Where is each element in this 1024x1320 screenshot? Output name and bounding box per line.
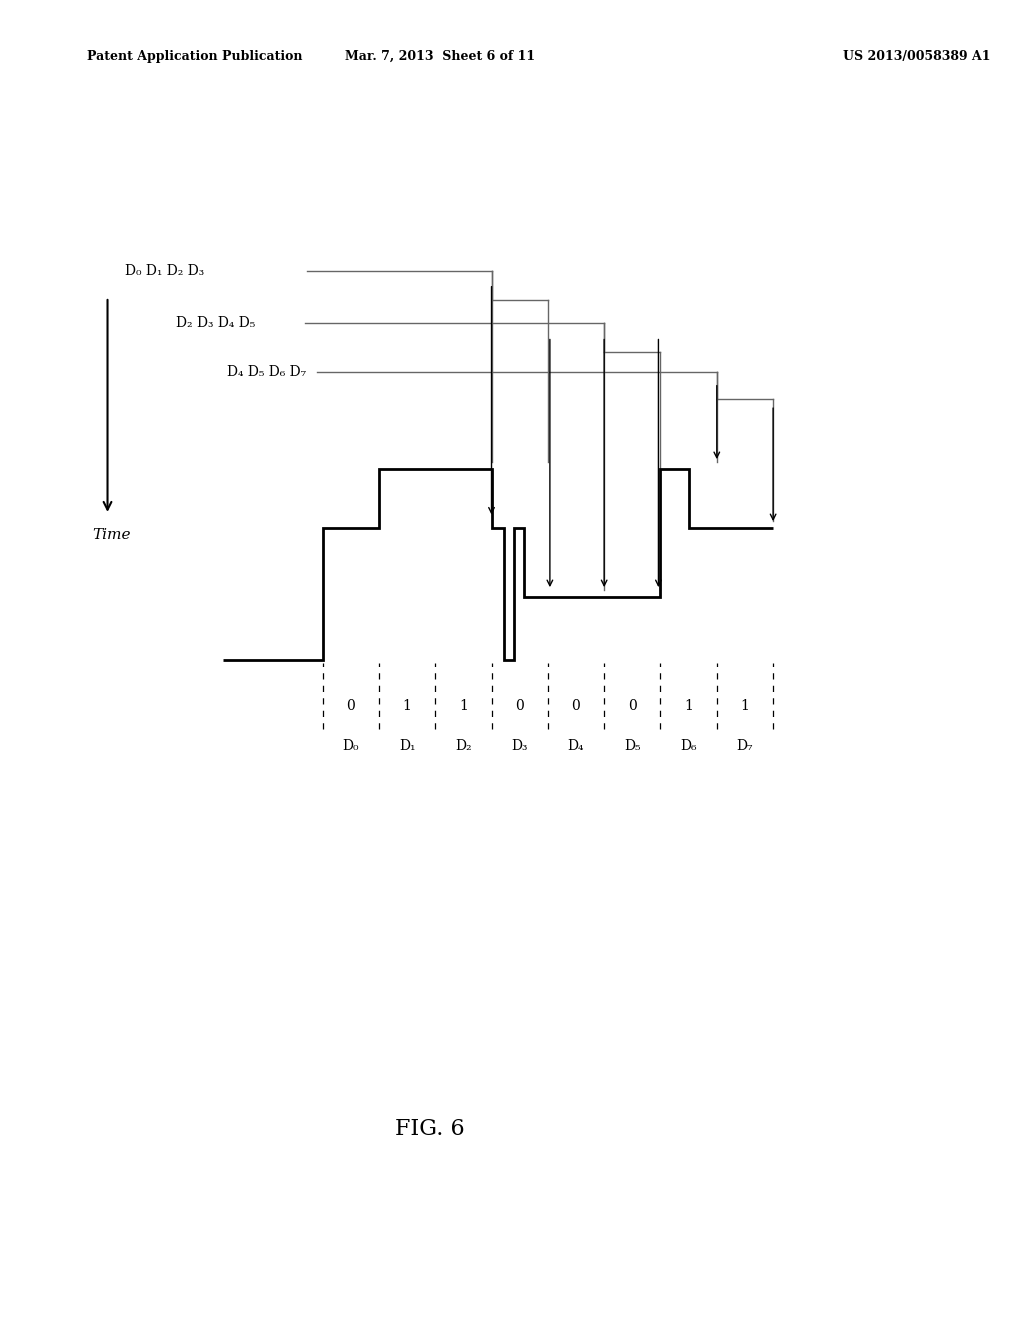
Text: D₀: D₀ <box>342 739 359 752</box>
Text: D₂ D₃ D₄ D₅: D₂ D₃ D₄ D₅ <box>176 317 255 330</box>
Text: D₄ D₅ D₆ D₇: D₄ D₅ D₆ D₇ <box>227 366 306 379</box>
Text: FIG. 6: FIG. 6 <box>395 1118 465 1139</box>
Text: D₃: D₃ <box>511 739 528 752</box>
Text: 0: 0 <box>571 700 581 713</box>
Text: 1: 1 <box>740 700 750 713</box>
Text: Patent Application Publication: Patent Application Publication <box>87 50 302 63</box>
Text: 1: 1 <box>402 700 412 713</box>
Text: 1: 1 <box>459 700 468 713</box>
Text: D₁: D₁ <box>398 739 416 752</box>
Text: 0: 0 <box>346 700 355 713</box>
Text: D₇: D₇ <box>736 739 754 752</box>
Text: Time: Time <box>92 528 131 543</box>
Text: D₄: D₄ <box>567 739 585 752</box>
Text: 0: 0 <box>628 700 637 713</box>
Text: 0: 0 <box>515 700 524 713</box>
Text: D₂: D₂ <box>455 739 472 752</box>
Text: US 2013/0058389 A1: US 2013/0058389 A1 <box>843 50 990 63</box>
Text: D₅: D₅ <box>624 739 641 752</box>
Text: Mar. 7, 2013  Sheet 6 of 11: Mar. 7, 2013 Sheet 6 of 11 <box>345 50 536 63</box>
Text: 1: 1 <box>684 700 693 713</box>
Text: D₀ D₁ D₂ D₃: D₀ D₁ D₂ D₃ <box>125 264 204 277</box>
Text: D₆: D₆ <box>680 739 697 752</box>
